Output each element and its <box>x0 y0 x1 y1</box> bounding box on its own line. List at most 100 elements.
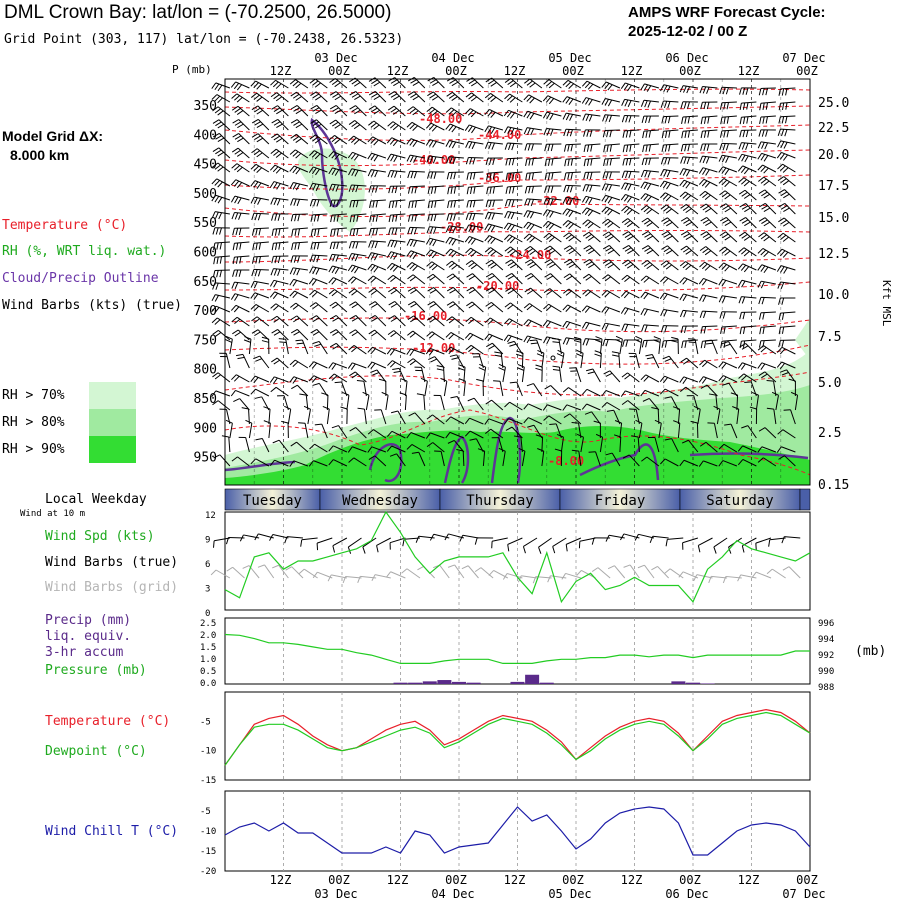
wind-barb-flag <box>445 432 451 439</box>
wind-barb <box>365 395 370 411</box>
wind-barb-flag <box>723 343 731 348</box>
grid-point-label: Grid Point (303, 117) lat/lon = (-70.243… <box>4 32 404 47</box>
wind-barb <box>333 445 348 453</box>
wind-barb-flag <box>584 411 592 415</box>
wind-barb <box>663 169 679 173</box>
wind-barb-flag <box>702 205 709 211</box>
wind-barb-flag <box>332 184 336 192</box>
wind-barb-flag <box>629 130 632 138</box>
wind-barb <box>560 437 564 453</box>
wind-barb-flag <box>464 430 471 437</box>
wind-barb-flag <box>214 83 220 91</box>
wind-barb-flag <box>329 199 333 208</box>
wind-barb-flag <box>292 292 298 299</box>
wind-barb-flag <box>741 191 748 197</box>
surface-wind-barb <box>638 533 655 539</box>
wind-barb-flag <box>548 98 555 105</box>
grid-wind-barb <box>291 566 304 579</box>
wind-barb <box>627 218 640 229</box>
wind-barb-flag <box>704 181 711 188</box>
wind-barb <box>646 205 660 215</box>
wind-barb-flag <box>351 122 358 128</box>
wind-barb-flag <box>647 100 651 108</box>
wind-barb <box>333 150 348 159</box>
wind-barb <box>353 345 367 355</box>
wind-barb-flag <box>568 236 575 242</box>
wind-barb-flag <box>408 412 416 417</box>
wind-barb <box>355 315 367 327</box>
wind-barb-flag <box>503 222 509 230</box>
wind-barb-flag <box>524 259 532 264</box>
wind-barb-flag <box>310 91 317 96</box>
wind-barb <box>463 381 466 397</box>
wind-barb-flag <box>273 268 278 276</box>
wind-barb <box>702 155 718 159</box>
wind-barb-flag <box>518 447 526 452</box>
wind-barb-flag <box>308 278 314 285</box>
wind-barb <box>411 262 426 271</box>
wind-barb-flag <box>487 304 495 309</box>
wind-barb-flag <box>478 367 486 371</box>
wind-barb-flag <box>615 335 623 340</box>
wind-barb <box>781 446 796 453</box>
wind-barb-flag <box>453 186 456 194</box>
wind-barb <box>683 376 699 383</box>
wind-barb-flag <box>781 312 785 320</box>
wind-barb-flag <box>238 269 242 277</box>
wind-barb <box>509 234 523 243</box>
wind-barb-flag <box>448 94 456 99</box>
wind-barb-flag <box>601 98 606 105</box>
wind-barb-flag <box>407 287 415 292</box>
wind-barb-flag <box>258 256 261 264</box>
wind-barb <box>704 190 718 201</box>
wind-barb-flag <box>362 391 370 396</box>
grid-wind-barb <box>521 575 538 579</box>
bottom-tick-label: 00Z <box>445 873 467 887</box>
wind-barb-flag <box>275 167 282 174</box>
wind-barb-flag <box>331 80 339 86</box>
wind-barb-flag <box>446 301 454 306</box>
wind-barb-flag <box>233 180 240 187</box>
wind-barb-flag <box>353 81 361 87</box>
wind-barb-flag <box>601 402 608 408</box>
wind-barb <box>705 203 718 215</box>
wind-barb <box>682 115 698 118</box>
wind-barb-flag <box>234 95 240 101</box>
wind-barb <box>721 295 737 299</box>
wind-barb-flag <box>549 423 557 425</box>
wind-barb-flag <box>529 211 535 219</box>
wind-barb-flag <box>256 182 262 189</box>
wind-barb-flag <box>445 225 450 233</box>
wind-barb-flag <box>568 223 574 230</box>
wind-barb-flag <box>504 234 510 241</box>
wind-barb-flag <box>788 378 796 382</box>
wind-barb-flag <box>640 275 647 282</box>
wind-barb-flag <box>760 249 767 256</box>
wind-barb-flag <box>635 419 643 424</box>
height-tick-label: 15.0 <box>818 211 849 226</box>
wind-barb-flag <box>684 116 687 124</box>
height-tick-label: 20.0 <box>818 148 849 163</box>
wind-barb-flag <box>685 169 691 177</box>
wind-barb-flag <box>699 246 707 252</box>
wind-barb-flag <box>622 158 625 166</box>
isotherm-13 <box>224 409 811 476</box>
wind-barb-flag <box>718 178 725 184</box>
pressure-tick-label: 550 <box>194 216 217 231</box>
wind-barb-flag <box>452 157 456 165</box>
wind-barb-flag <box>625 171 629 179</box>
wind-at-label: Wind at 10 m <box>20 509 86 519</box>
wind-barb-flag <box>666 170 671 178</box>
wind-barb-flag <box>778 340 781 348</box>
wind-barb-flag <box>446 172 450 180</box>
wind-barb <box>372 275 387 285</box>
wind-barb-flag <box>504 126 509 134</box>
wind-barb-flag <box>295 123 303 129</box>
wind-barb-flag <box>231 212 235 220</box>
wind-barb-flag <box>725 87 729 95</box>
wind-barb-flag <box>490 96 497 103</box>
wind-barb <box>273 268 289 271</box>
wind-barb-flag <box>314 228 317 236</box>
pressure-tick-label: 750 <box>194 333 217 348</box>
wind-barb <box>697 409 701 425</box>
